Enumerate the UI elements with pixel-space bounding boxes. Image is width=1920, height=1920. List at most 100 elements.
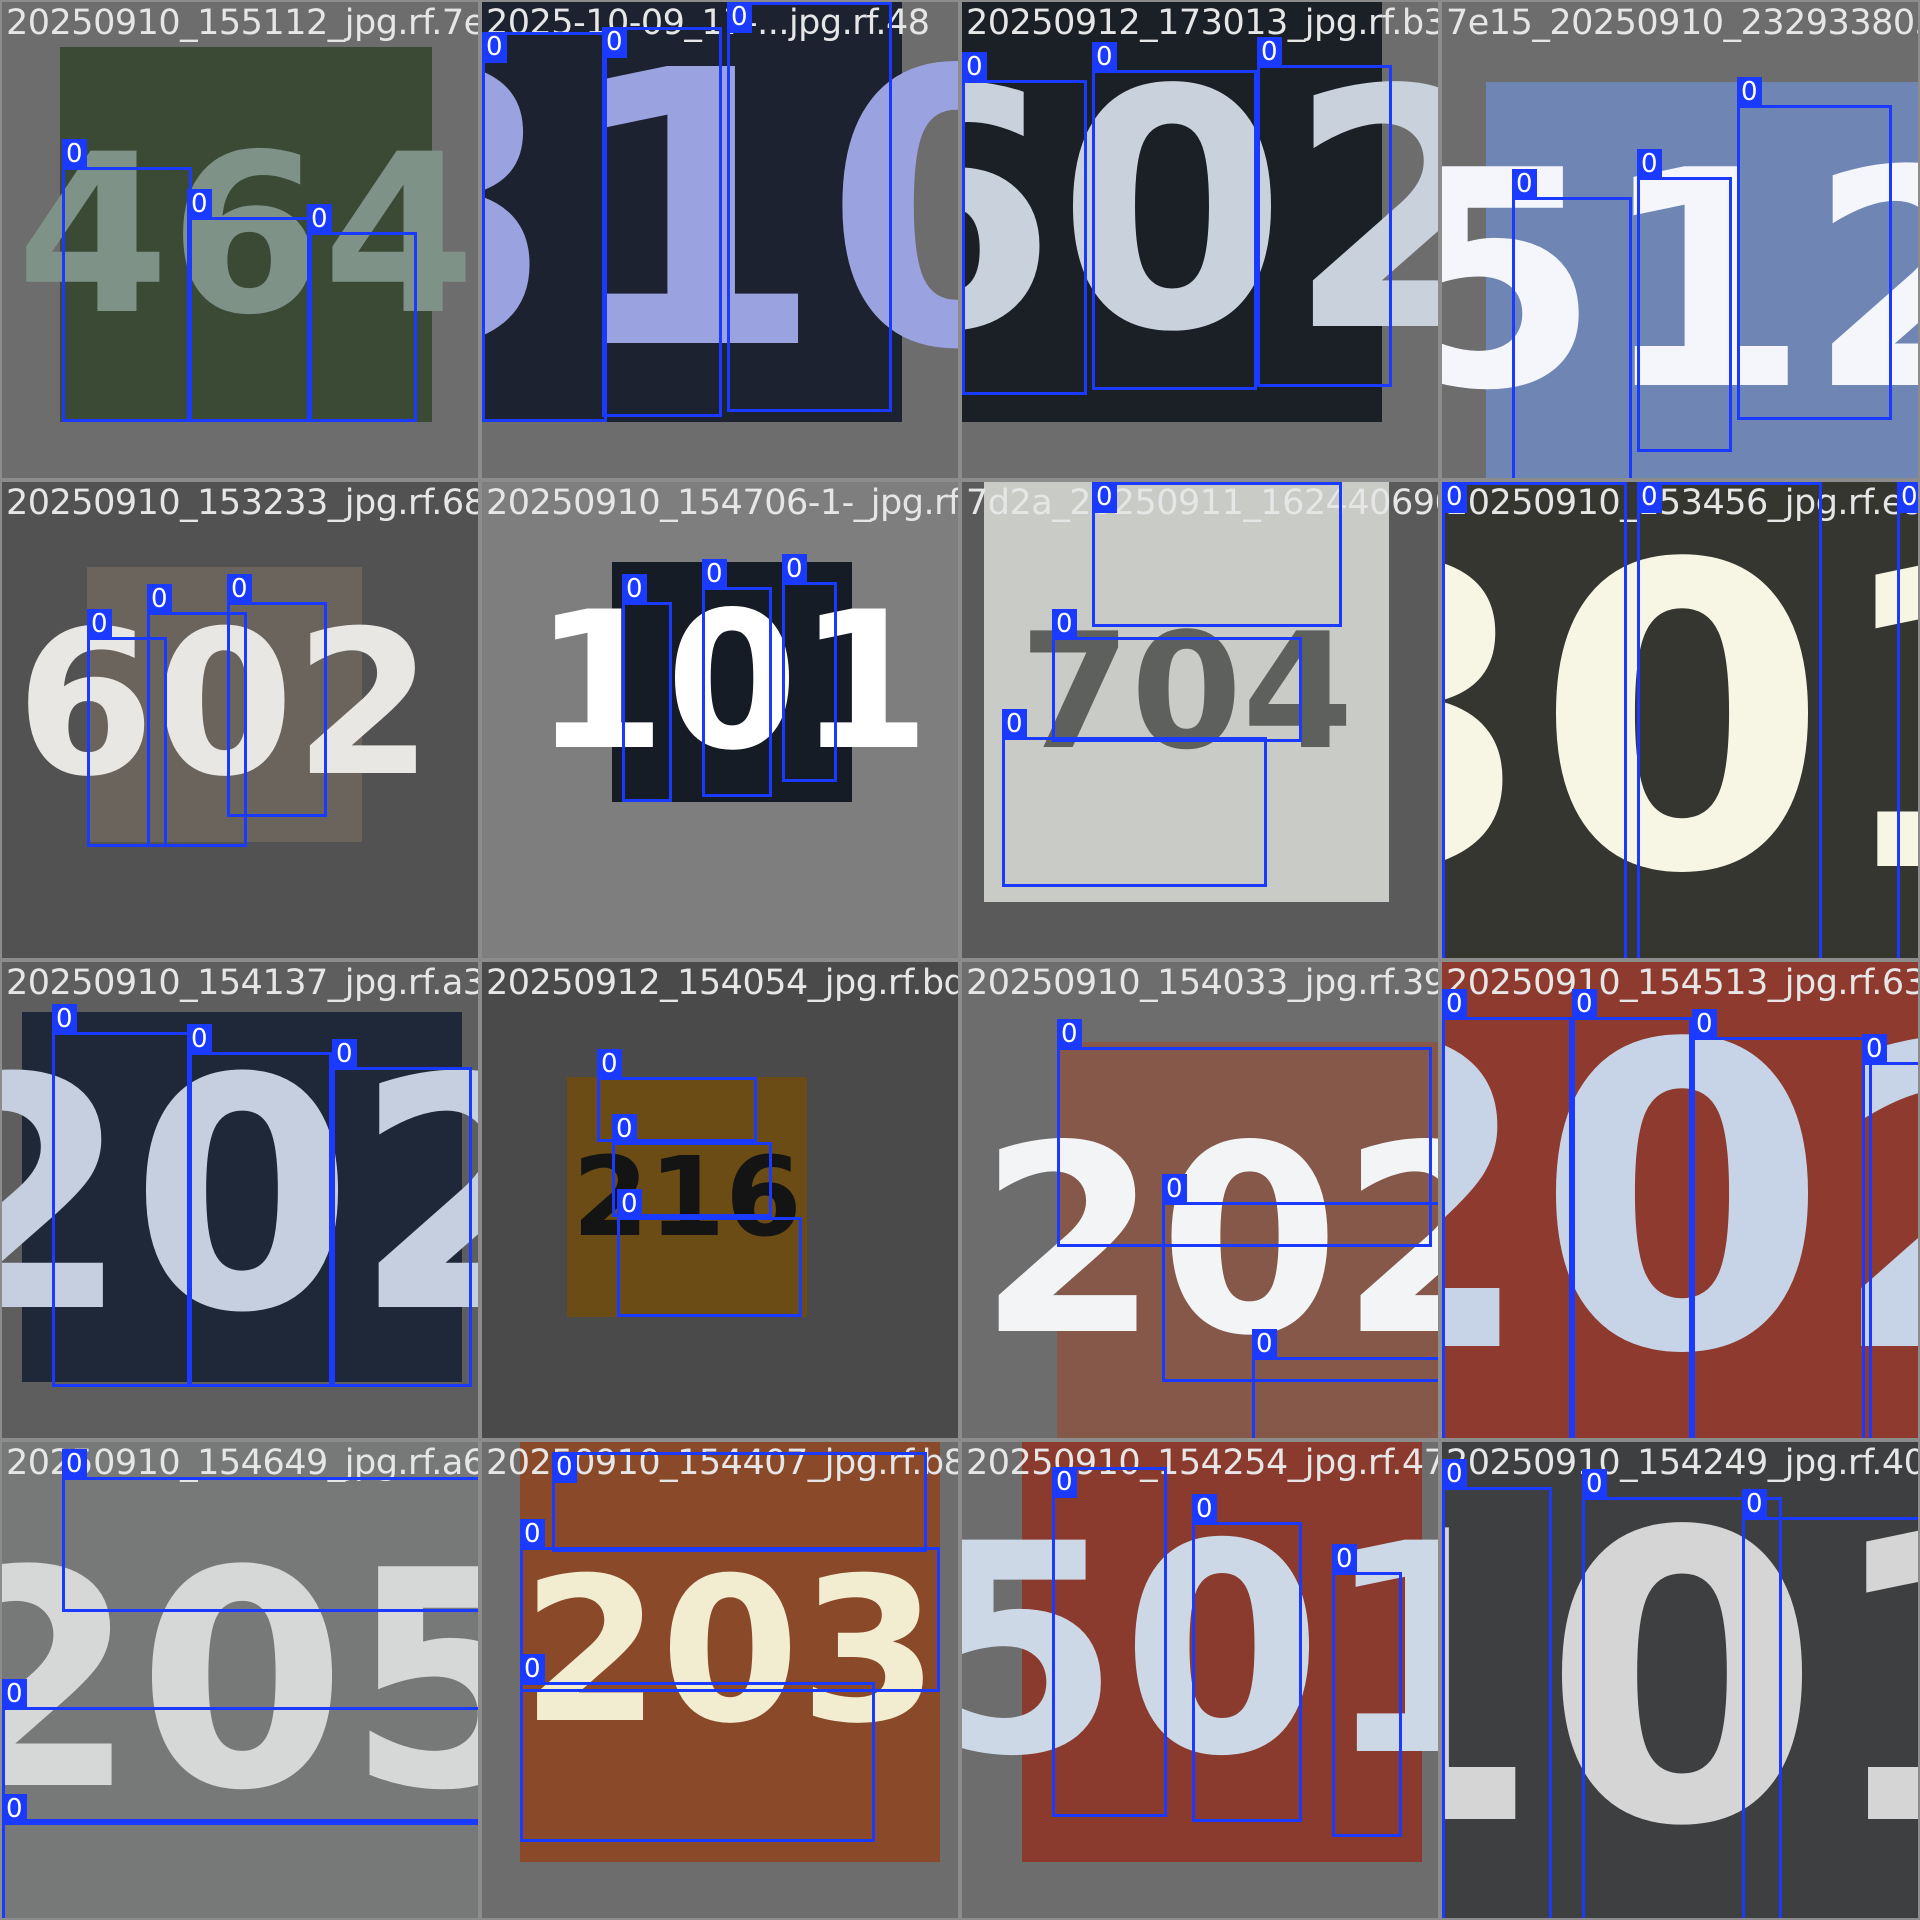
tile-filename: 7e15_20250910_232933803_ bbox=[1446, 3, 1920, 43]
class-label: 0 bbox=[1742, 1489, 1767, 1520]
class-label: 0 bbox=[227, 574, 252, 605]
class-label: 0 bbox=[1192, 1494, 1217, 1525]
detection-box: 0 bbox=[782, 554, 837, 782]
class-label: 0 bbox=[332, 1039, 357, 1070]
tile-photo bbox=[1057, 1042, 1438, 1438]
class-label: 0 bbox=[1512, 169, 1537, 200]
detection-box: 0 bbox=[187, 1024, 332, 1387]
detection-box: 0 bbox=[1737, 77, 1892, 420]
detection-box: 0 bbox=[1442, 1459, 1552, 1918]
detection-box: 0 bbox=[187, 189, 312, 422]
class-label: 0 bbox=[1092, 482, 1117, 513]
class-label: 0 bbox=[612, 1114, 637, 1145]
tile-photo bbox=[1486, 82, 1918, 478]
tile-filename: 20250912_154054_jpg.rf.bd bbox=[486, 963, 960, 1003]
detection-box: 0 bbox=[1092, 42, 1257, 390]
detection-box: 0 bbox=[1052, 609, 1302, 742]
class-label: 0 bbox=[1637, 149, 1662, 180]
detection-box: 0 bbox=[332, 1039, 472, 1387]
house-number-digits: 202 bbox=[1442, 960, 1918, 1440]
class-label: 0 bbox=[187, 189, 212, 220]
class-label: 0 bbox=[552, 1452, 577, 1483]
detection-box: 0 bbox=[2, 1794, 478, 1918]
detection-box: 0 bbox=[52, 1004, 192, 1387]
tile-filename: 20250910_154137_jpg.rf.a3 bbox=[6, 963, 480, 1003]
class-label: 0 bbox=[1257, 37, 1282, 68]
tile-photo bbox=[1442, 1442, 1918, 1918]
tile-filename: 20250910_154033_jpg.rf.39 bbox=[966, 963, 1440, 1003]
house-number-digits: 101 bbox=[1442, 1449, 1918, 1914]
image-tile: 202 20250910_154033_jpg.rf.39 0 0 0 bbox=[960, 960, 1440, 1440]
image-tile: 704 7d2a_20250911_162440690_ 0 0 0 bbox=[960, 480, 1440, 960]
class-label: 0 bbox=[1052, 609, 1077, 640]
class-label: 0 bbox=[1442, 989, 1467, 1020]
detection-box: 0 bbox=[482, 32, 607, 422]
detection-box: 0 bbox=[147, 584, 247, 847]
detection-box: 0 bbox=[1572, 989, 1692, 1438]
detection-box: 0 bbox=[1862, 1034, 1918, 1438]
class-label: 0 bbox=[520, 1654, 545, 1685]
tile-photo bbox=[1442, 482, 1918, 958]
detection-box: 0 bbox=[1637, 482, 1822, 958]
detection-box: 0 bbox=[1442, 482, 1627, 958]
detection-box: 0 bbox=[612, 1114, 772, 1217]
detection-box: 0 bbox=[597, 1049, 757, 1142]
image-tile: 602 20250910_153233_jpg.rf.68 0 0 0 bbox=[0, 480, 480, 960]
detection-box: 0 bbox=[1332, 1544, 1402, 1837]
class-label: 0 bbox=[1737, 77, 1762, 108]
house-number-digits: 205 bbox=[2, 1507, 478, 1856]
tile-filename: 20250910_153233_jpg.rf.68 bbox=[6, 483, 480, 523]
house-number-digits: 202 bbox=[978, 1091, 1438, 1393]
class-label: 0 bbox=[62, 1449, 87, 1480]
detection-box: 0 bbox=[1052, 1467, 1167, 1817]
detection-box: 0 bbox=[1257, 37, 1392, 387]
detection-box: 0 bbox=[520, 1519, 940, 1692]
detection-box: 0 bbox=[727, 2, 892, 412]
tile-photo bbox=[520, 1442, 940, 1862]
house-number-digits: 602 bbox=[15, 587, 434, 821]
house-number-digits: 501 bbox=[962, 1483, 1438, 1820]
class-label: 0 bbox=[962, 52, 987, 83]
class-label: 0 bbox=[602, 27, 627, 58]
house-number-digits: 602 bbox=[962, 20, 1438, 404]
class-label: 0 bbox=[1162, 1174, 1187, 1205]
tile-photo bbox=[482, 2, 902, 422]
detection-box: 0 bbox=[622, 574, 672, 802]
detection-box: 0 bbox=[602, 27, 722, 417]
class-label: 0 bbox=[1582, 1469, 1607, 1500]
tile-filename: 20250910_155112_jpg.rf.7e bbox=[6, 3, 480, 43]
class-label: 0 bbox=[2, 1794, 27, 1825]
tile-filename: 20250910_154249_jpg.rf.40 bbox=[1446, 1443, 1920, 1483]
detection-box: 0 bbox=[1582, 1469, 1782, 1918]
detection-box: 0 bbox=[2, 1679, 478, 1822]
class-label: 0 bbox=[1862, 1034, 1887, 1065]
detection-box: 0 bbox=[62, 139, 192, 422]
image-tile: 101 20250910_154706-1-_jpg.rf.7d 0 0 0 bbox=[480, 480, 960, 960]
class-label: 0 bbox=[597, 1049, 622, 1080]
tile-filename: 20250910_154513_jpg.rf.63 bbox=[1446, 963, 1920, 1003]
house-number-digits: 301 bbox=[1442, 480, 1918, 960]
tile-filename: 20250910_154254_jpg.rf.47 bbox=[966, 1443, 1440, 1483]
class-label: 0 bbox=[62, 139, 87, 170]
tile-photo bbox=[2, 1442, 478, 1918]
tile-photo bbox=[22, 1012, 462, 1382]
image-tile: 30120250910_153456_jpg.rf.e90 0 0 bbox=[1440, 480, 1920, 960]
tile-photo bbox=[984, 482, 1389, 902]
class-label: 0 bbox=[617, 1189, 642, 1220]
detection-box: 0 bbox=[552, 1452, 927, 1552]
house-number-digits: 216 bbox=[572, 1133, 802, 1261]
image-tile: 464 20250910_155112_jpg.rf.7e 0 0 0 bbox=[0, 0, 480, 480]
detection-box: 0 bbox=[1002, 709, 1267, 887]
class-label: 0 bbox=[622, 574, 647, 605]
house-number-digits: 202 bbox=[2, 1011, 478, 1383]
class-label: 0 bbox=[1572, 989, 1597, 1020]
detection-box: 0 bbox=[1512, 169, 1632, 478]
image-tile: 203 20250910_154407_jpg.rf.b8 0 0 0 bbox=[480, 1440, 960, 1920]
tile-filename: 20250910_154706-1-_jpg.rf.7d bbox=[486, 483, 960, 523]
detection-box: 0 bbox=[307, 204, 417, 422]
class-label: 0 bbox=[307, 204, 332, 235]
class-label: 0 bbox=[1442, 1459, 1467, 1490]
